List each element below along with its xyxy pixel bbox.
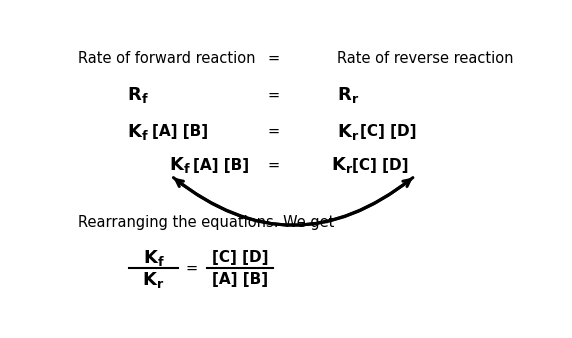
Text: [A] [B]: [A] [B] <box>193 158 249 173</box>
Text: $\mathbf{K_r}$: $\mathbf{K_r}$ <box>337 122 360 142</box>
Text: $\mathbf{K_r}$: $\mathbf{K_r}$ <box>331 155 353 175</box>
Text: [A] [B]: [A] [B] <box>152 124 208 139</box>
Text: Rearranging the equations. We get: Rearranging the equations. We get <box>78 215 335 230</box>
Text: $\mathbf{K_f}$: $\mathbf{K_f}$ <box>169 155 191 175</box>
Text: Rate of forward reaction: Rate of forward reaction <box>78 51 256 66</box>
Text: Rate of reverse reaction: Rate of reverse reaction <box>337 51 514 66</box>
Text: [A] [B]: [A] [B] <box>212 272 268 288</box>
Text: [C] [D]: [C] [D] <box>352 158 408 173</box>
Text: =: = <box>267 51 279 66</box>
Text: $\mathbf{K_r}$: $\mathbf{K_r}$ <box>142 270 165 290</box>
Text: =: = <box>185 261 197 276</box>
Text: $\mathbf{K_f}$: $\mathbf{K_f}$ <box>142 248 164 268</box>
Text: $\mathbf{R_r}$: $\mathbf{R_r}$ <box>337 85 360 105</box>
Text: $\mathbf{K_f}$: $\mathbf{K_f}$ <box>127 122 149 142</box>
Text: [C] [D]: [C] [D] <box>360 124 416 139</box>
Text: =: = <box>267 158 279 173</box>
Text: $\mathbf{R_f}$: $\mathbf{R_f}$ <box>127 85 149 105</box>
Text: =: = <box>267 88 279 103</box>
Text: [C] [D]: [C] [D] <box>212 250 268 265</box>
Text: =: = <box>267 124 279 139</box>
